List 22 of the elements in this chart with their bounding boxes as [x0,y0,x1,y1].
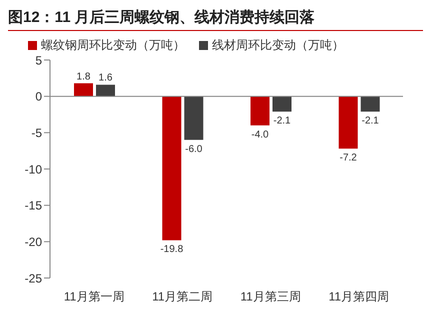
x-tick-label: 11月第四周 [328,290,390,304]
data-label: -7.2 [340,152,358,164]
y-tick-label: -20 [24,234,42,249]
chart-title: 图12：11 月后三周螺纹钢、线材消费持续回落 [8,8,423,31]
y-tick-label: -15 [24,198,42,213]
data-label: -6.0 [185,144,203,155]
legend-label: 线材周环比变动（万吨） [211,37,344,54]
x-tick-label: 11月第三周 [240,290,301,304]
y-tick-label: 0 [35,90,42,104]
legend-label: 螺纹钢周环比变动（万吨） [40,37,185,54]
y-tick-label: 5 [35,53,42,68]
data-label: -2.1 [273,116,292,127]
data-label: 1.6 [98,72,113,84]
data-label: -2.1 [362,116,380,127]
x-tick-label: 11月第一周 [64,290,124,304]
y-tick-label: -10 [24,162,42,176]
y-tick-label: -5 [31,126,42,140]
x-tick-label: 11月第二周 [152,290,213,304]
data-label: -19.8 [160,244,184,256]
y-tick-label: -25 [24,271,42,286]
data-label: 1.8 [76,71,91,82]
data-label: -4.0 [251,129,270,140]
